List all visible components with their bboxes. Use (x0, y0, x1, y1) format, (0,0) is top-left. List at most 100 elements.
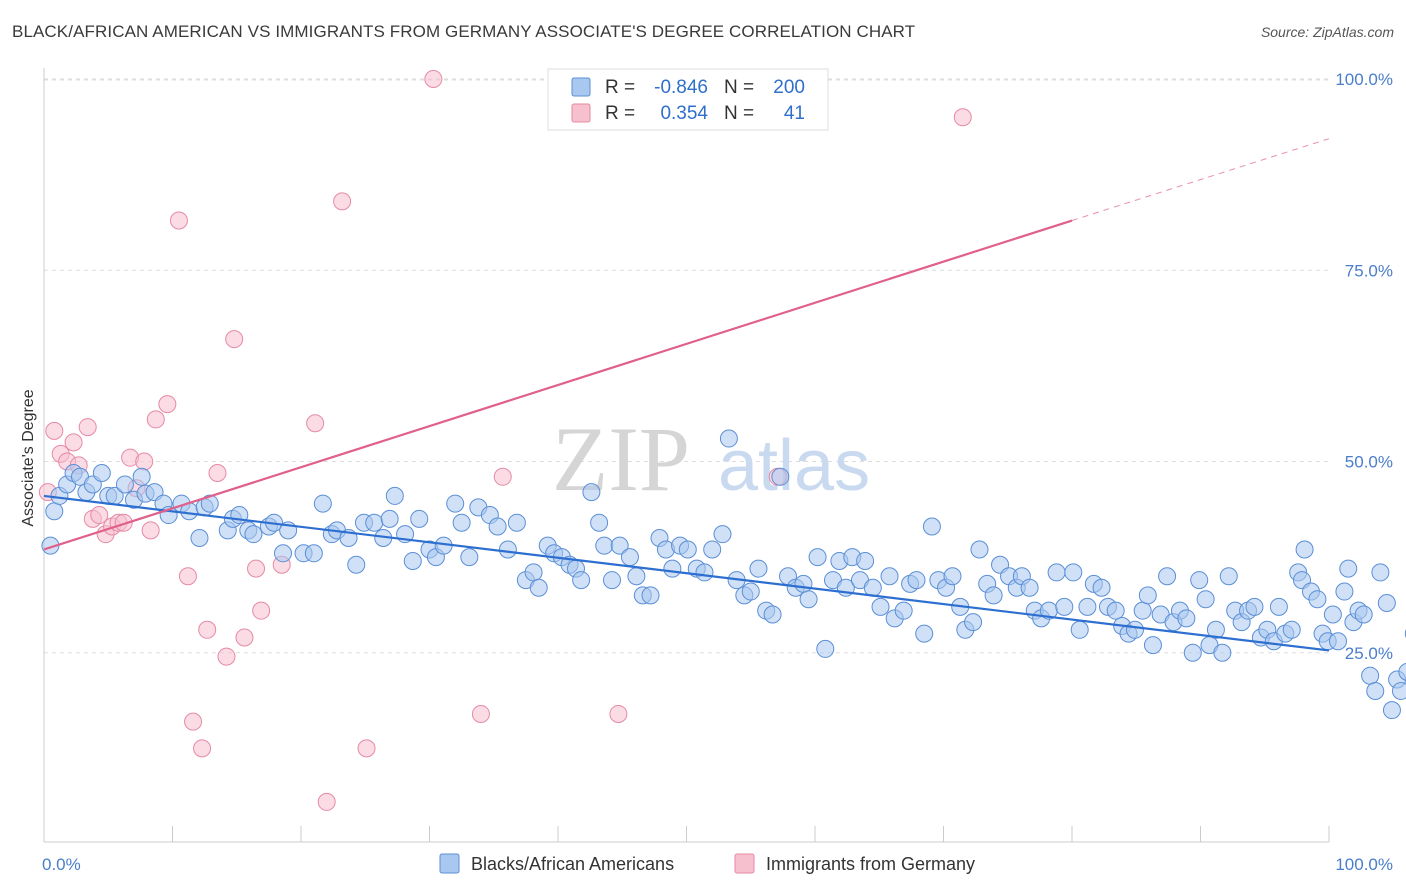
blacks-point-143 (1133, 601, 1152, 620)
germany-point-22 (193, 739, 212, 758)
blacks-point-66 (572, 571, 591, 590)
y-tick-label-2: 75.0% (1345, 261, 1393, 280)
germany-point-33 (333, 192, 352, 211)
blacks-point-152 (1190, 571, 1209, 590)
blacks-point-95 (794, 574, 813, 593)
blacks-point-42 (380, 509, 399, 528)
blacks-point-111 (907, 571, 926, 590)
blacks-point-122 (984, 586, 1003, 605)
blacks-point-165 (1269, 597, 1288, 616)
blacks-point-188 (1391, 682, 1406, 700)
blacks-point-50 (446, 494, 465, 513)
legend-r-label-2: R = (605, 103, 635, 124)
blacks-point-119 (964, 613, 983, 632)
germany-point-16 (141, 521, 160, 540)
blacks-point-157 (1219, 567, 1238, 586)
blacks-point-182 (1361, 666, 1380, 685)
blacks-point-96 (799, 590, 818, 609)
blacks-point-113 (922, 517, 941, 536)
blacks-point-27 (244, 525, 263, 544)
bottom-legend-swatch-pink (734, 853, 755, 874)
y-tick-label-3: 100.0% (1335, 70, 1393, 89)
chart-source: Source: ZipAtlas.com (1260, 24, 1394, 40)
y-tick-label-0: 25.0% (1345, 644, 1393, 663)
blacks-point-84 (713, 525, 732, 544)
germany-point-6 (78, 418, 97, 437)
watermark-zip: ZIP (552, 408, 690, 510)
series-blacks-points (41, 429, 1406, 720)
blacks-point-88 (741, 582, 760, 601)
watermark: ZIP atlas (552, 408, 870, 510)
blacks-point-144 (1138, 586, 1157, 605)
blacks-point-83 (703, 540, 722, 559)
blacks-point-170 (1295, 540, 1314, 559)
watermark-atlas: atlas (718, 426, 870, 506)
blacks-point-30 (274, 544, 293, 563)
germany-point-38 (609, 704, 628, 723)
blacks-point-145 (1143, 636, 1162, 655)
blacks-point-106 (871, 597, 890, 616)
germany-point-19 (169, 211, 188, 230)
blacks-point-1 (45, 502, 64, 521)
trend-line-germany (43, 219, 1073, 551)
blacks-point-13 (132, 467, 151, 486)
blacks-point-131 (1047, 563, 1066, 582)
germany-point-29 (252, 601, 271, 620)
bottom-legend-label-blue: Blacks/African Americans (471, 854, 674, 874)
legend-r-value-2: 0.354 (660, 103, 708, 124)
blacks-point-112 (915, 624, 934, 643)
germany-point-25 (217, 647, 236, 666)
legend-n-value-1: 200 (773, 77, 805, 98)
blacks-point-175 (1323, 605, 1342, 624)
blacks-point-109 (894, 601, 913, 620)
blacks-point-82 (695, 563, 714, 582)
chart-title: BLACK/AFRICAN AMERICAN VS IMMIGRANTS FRO… (12, 22, 916, 41)
blacks-point-185 (1377, 594, 1396, 613)
germany-point-1 (45, 421, 64, 440)
blacks-point-34 (313, 494, 332, 513)
blacks-point-186 (1382, 701, 1401, 720)
legend-n-label-2: N = (724, 103, 754, 124)
blacks-point-85 (719, 429, 738, 448)
axes (43, 68, 1330, 843)
tick-labels: 25.0% 50.0% 75.0% 100.0% 0.0% 100.0% (42, 70, 1393, 874)
germany-point-28 (247, 559, 266, 578)
series-legend: Blacks/African Americans Immigrants from… (439, 853, 975, 874)
blacks-point-55 (488, 517, 507, 536)
blacks-point-137 (1092, 578, 1111, 597)
trend-line-blacks (43, 494, 1330, 652)
legend-r-value-1: -0.846 (654, 77, 708, 98)
blacks-point-116 (943, 567, 962, 586)
blacks-point-151 (1183, 643, 1202, 662)
blacks-point-189 (1398, 662, 1406, 681)
blacks-point-75 (641, 586, 660, 605)
blacks-point-147 (1158, 567, 1177, 586)
germany-point-12 (114, 513, 133, 532)
blacks-point-69 (595, 536, 614, 555)
germany-point-27 (235, 628, 254, 647)
blacks-point-70 (602, 571, 621, 590)
blacks-point-73 (627, 567, 646, 586)
legend-n-value-2: 41 (784, 103, 805, 124)
blacks-point-155 (1206, 620, 1225, 639)
blacks-point-92 (771, 467, 790, 486)
x-tick-label-0: 0.0% (42, 855, 81, 874)
blacks-point-72 (620, 548, 639, 567)
blacks-point-134 (1070, 620, 1089, 639)
blacks-point-45 (403, 551, 422, 570)
legend-swatch-pink (571, 103, 591, 123)
blacks-point-71 (610, 536, 629, 555)
blacks-point-51 (452, 513, 471, 532)
blacks-point-120 (970, 540, 989, 559)
blacks-point-176 (1328, 632, 1347, 651)
correlation-legend: R = -0.846 N = 200 R = 0.354 N = 41 (547, 68, 829, 131)
blacks-point-38 (347, 555, 366, 574)
blacks-point-184 (1371, 563, 1390, 582)
bottom-legend-label-pink: Immigrants from Germany (766, 854, 975, 874)
blacks-point-167 (1282, 620, 1301, 639)
germany-point-4 (64, 433, 83, 452)
legend-box (547, 68, 829, 131)
bottom-legend-swatch-blue (439, 853, 460, 874)
blacks-point-183 (1366, 682, 1385, 700)
blacks-point-161 (1245, 597, 1264, 616)
